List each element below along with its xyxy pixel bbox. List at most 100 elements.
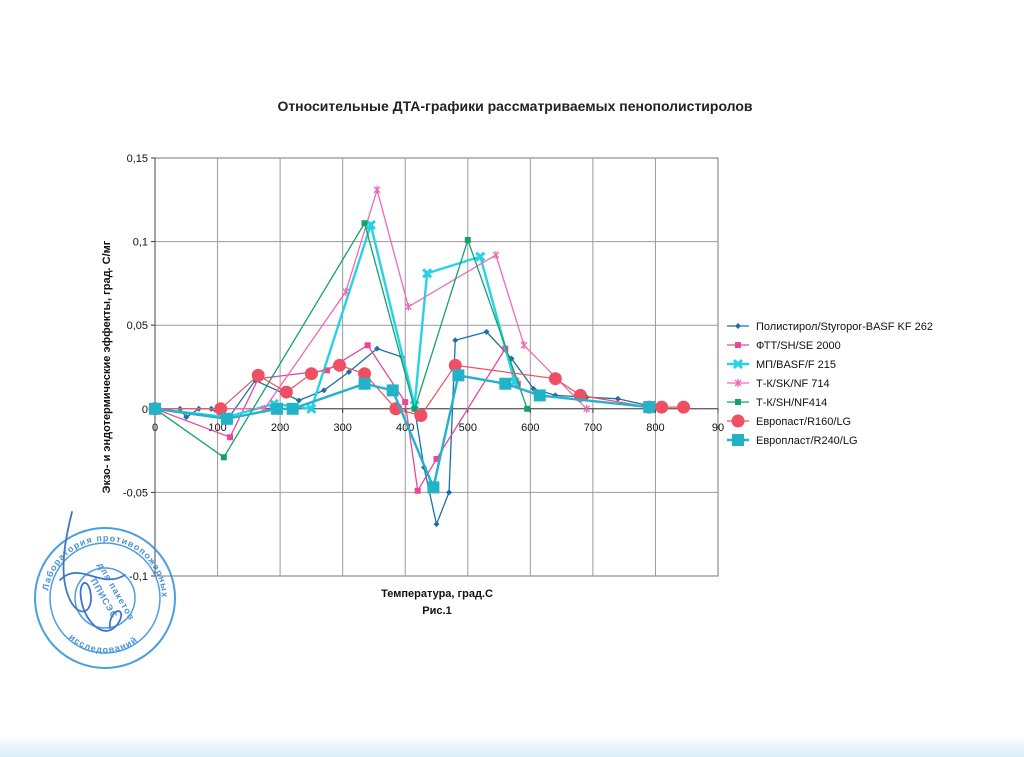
data-point <box>475 251 486 262</box>
data-point <box>270 402 283 415</box>
legend-item: Европласт/R240/LG <box>727 434 858 447</box>
data-point <box>345 369 352 376</box>
data-point <box>365 219 376 230</box>
data-point <box>214 402 228 416</box>
data-point <box>533 389 546 402</box>
data-point <box>446 489 453 496</box>
data-point <box>499 377 512 390</box>
x-tick-label: 90 <box>712 422 724 434</box>
legend-item: Т-К/SH/NF414 <box>727 397 827 409</box>
data-point <box>734 379 742 387</box>
y-tick-label: 0,15 <box>127 153 148 165</box>
stamp-text-bottom: исследований <box>67 632 139 655</box>
data-point <box>483 328 490 335</box>
x-tick-label: 600 <box>521 422 539 434</box>
data-point <box>374 345 381 352</box>
data-point <box>414 408 428 422</box>
data-point <box>735 342 741 348</box>
data-point <box>735 323 741 329</box>
x-tick-label: 300 <box>333 422 351 434</box>
x-tick-label: 500 <box>459 422 477 434</box>
data-point <box>373 185 381 194</box>
data-point <box>402 399 409 406</box>
data-point <box>286 402 299 415</box>
y-tick-label: -0,05 <box>123 487 148 499</box>
y-axis-title: Экзо- и эндотермические эффекты, град. С… <box>101 240 113 493</box>
figure-caption: Рис.1 <box>422 605 451 617</box>
data-point <box>433 521 440 528</box>
data-point <box>433 455 440 462</box>
data-point <box>220 412 233 425</box>
data-point <box>251 368 265 382</box>
data-point <box>452 337 459 344</box>
x-tick-label: 800 <box>646 422 664 434</box>
data-point <box>183 414 190 421</box>
data-point <box>149 402 161 415</box>
legend-label: Европаст/R160/LG <box>756 416 851 428</box>
data-point <box>583 404 591 413</box>
legend-label: ФТТ/SH/SE 2000 <box>756 340 841 352</box>
series-line <box>154 344 519 493</box>
chart-title: Относительные ДТА-графики рассматриваемы… <box>277 98 752 114</box>
data-point <box>732 434 744 446</box>
series-layer <box>148 185 691 528</box>
data-point <box>520 341 528 350</box>
y-tick-label: -0,1 <box>129 571 148 583</box>
data-point <box>279 385 293 399</box>
plot-area <box>154 157 719 577</box>
data-point <box>333 358 347 372</box>
legend-item: Полистирол/Styropor-BASF KF 262 <box>727 321 933 333</box>
data-point <box>304 367 318 381</box>
data-point <box>324 367 331 374</box>
legend-label: Т-К/SK/NF 714 <box>756 378 830 390</box>
legend-label: Полистирол/Styropor-BASF KF 262 <box>756 321 933 333</box>
legend-item: ФТТ/SH/SE 2000 <box>727 340 841 352</box>
data-point <box>452 369 465 382</box>
legend-label: Т-К/SH/NF414 <box>756 397 827 409</box>
data-point <box>386 384 399 397</box>
data-point <box>358 367 372 381</box>
x-tick-label: 700 <box>584 422 602 434</box>
x-axis-title: Температура, град.С <box>381 588 493 600</box>
data-point <box>464 236 471 243</box>
data-point <box>227 434 234 441</box>
data-point <box>364 342 371 349</box>
legend: Полистирол/Styropor-BASF KF 262 ФТТ/SH/SE… <box>727 321 933 447</box>
series-line <box>154 221 528 459</box>
data-point <box>677 400 691 414</box>
data-point <box>614 395 621 402</box>
x-tick-label: 200 <box>271 422 289 434</box>
stamp: Лаборатория противопожарных исследований… <box>34 511 176 669</box>
x-tick-label: 400 <box>396 422 414 434</box>
data-point <box>342 287 350 296</box>
legend-item: Т-К/SK/NF 714 <box>727 378 830 390</box>
data-point <box>306 403 317 414</box>
data-point <box>361 220 368 227</box>
data-point <box>524 405 531 412</box>
data-point <box>411 405 418 412</box>
data-point <box>295 397 302 404</box>
data-point <box>448 358 462 372</box>
data-point <box>735 399 741 405</box>
data-point <box>427 481 440 494</box>
data-point <box>643 401 656 414</box>
data-point <box>414 487 421 494</box>
y-tick-label: 0,1 <box>133 237 148 249</box>
legend-label: Европласт/R240/LG <box>756 435 858 447</box>
data-point <box>220 454 227 461</box>
legend-item: МП/BASF/F 215 <box>727 358 836 371</box>
data-point <box>404 302 412 311</box>
data-point <box>655 400 669 414</box>
y-tick-label: 0 <box>142 404 148 416</box>
data-point <box>732 358 744 370</box>
series-7 <box>149 369 656 494</box>
data-point <box>492 250 500 259</box>
data-point <box>422 268 433 279</box>
data-point <box>731 414 745 428</box>
y-tick-label: 0,05 <box>127 320 148 332</box>
legend-item: Европаст/R160/LG <box>727 414 851 428</box>
signature <box>59 511 126 632</box>
data-point <box>548 372 562 386</box>
